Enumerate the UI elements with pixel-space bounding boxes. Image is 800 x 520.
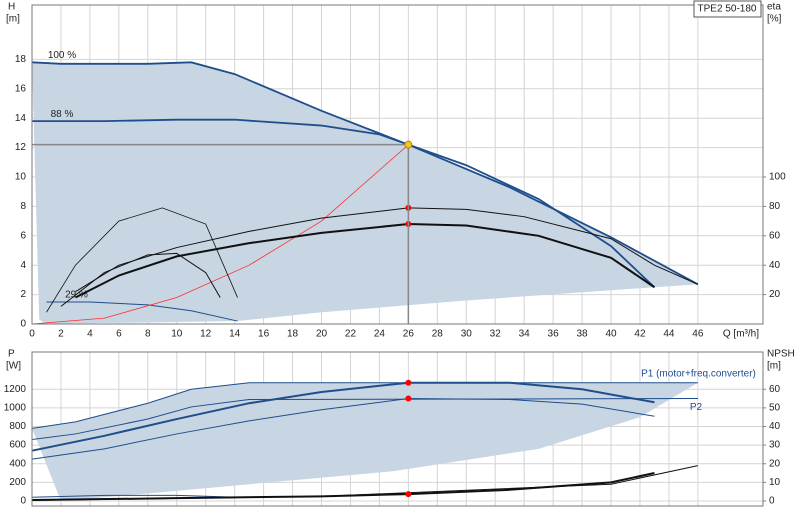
curve-label: 100 % [48, 50, 76, 61]
curve-label: 88 % [51, 109, 74, 120]
y2-tick-label: 50 [769, 403, 781, 414]
y-tick-label: 800 [9, 421, 26, 432]
curve [31, 61, 699, 286]
curve [60, 252, 221, 307]
y-tick-label: 6 [20, 230, 26, 241]
y-axis-unit: [W] [6, 361, 21, 372]
point-marker [405, 379, 412, 386]
title-box [693, 0, 762, 18]
x-tick-label: 20 [316, 329, 328, 340]
y-axis-unit: [m] [6, 14, 20, 25]
y-tick-label: 600 [9, 440, 26, 451]
curve [31, 381, 655, 452]
y2-axis-unit: [m] [767, 361, 781, 372]
x-tick-label: 24 [374, 329, 386, 340]
x-tick-label: 18 [287, 329, 299, 340]
x-tick-label: 10 [171, 329, 183, 340]
y-axis-label: H [8, 2, 15, 13]
point-marker [405, 395, 412, 402]
x-tick-label: 40 [605, 329, 617, 340]
y2-axis-label: NPSH [767, 349, 795, 360]
y-tick-label: 8 [20, 201, 26, 212]
plot-frame [31, 4, 764, 325]
curve-label: P1 (motor+freq.converter) [641, 368, 756, 379]
x-tick-label: 42 [634, 329, 646, 340]
y2-tick-label: 60 [769, 230, 781, 241]
operating-area [32, 382, 698, 501]
point-marker [405, 491, 412, 498]
x-tick-label: 8 [145, 329, 151, 340]
y2-axis-label: eta [767, 2, 781, 13]
curve [31, 465, 698, 501]
curve [31, 398, 698, 441]
x-tick-label: 36 [548, 329, 560, 340]
x-tick-label: 32 [490, 329, 502, 340]
x-tick-label: 22 [345, 329, 357, 340]
x-tick-label: 44 [663, 329, 675, 340]
x-tick-label: 28 [432, 329, 444, 340]
x-tick-label: 14 [229, 329, 241, 340]
y-tick-label: 1000 [4, 403, 27, 414]
y-tick-label: 0 [20, 496, 26, 507]
y2-axis-unit: [%] [767, 14, 782, 25]
operating-area [32, 62, 698, 325]
x-tick-label: 26 [403, 329, 415, 340]
plots: 0 2 4 6 8 10 12 14 16 18 20 22 24 26 28 30 32 34 36 38 40 42 4… [4, 2, 795, 507]
y2-tick-label: 20 [769, 458, 781, 469]
x-tick-label: 38 [576, 329, 588, 340]
x-tick-label: 0 [29, 329, 35, 340]
x-tick-label: 34 [519, 329, 531, 340]
curve [31, 398, 655, 460]
curve-label: 29 % [65, 290, 88, 301]
y2-tick-label: 100 [769, 172, 786, 183]
y2-tick-label: 0 [769, 496, 775, 507]
y2-tick-label: 30 [769, 440, 781, 451]
y-tick-label: 16 [15, 83, 27, 94]
curve [46, 301, 238, 322]
x-tick-label: 16 [258, 329, 270, 340]
plot-frame [31, 351, 764, 507]
curve [32, 118, 656, 288]
x-tick-label: 6 [116, 329, 122, 340]
y-tick-label: 12 [15, 142, 27, 153]
curve [31, 144, 409, 325]
x-tick-label: 46 [692, 329, 704, 340]
y2-tick-label: 60 [769, 384, 781, 395]
curve-label: P2 [690, 402, 703, 413]
chart-title: TPE2 50-180 [698, 4, 757, 15]
curve [31, 494, 238, 498]
curve [46, 207, 238, 313]
y2-tick-label: 40 [769, 260, 781, 271]
y-tick-label: 18 [15, 54, 27, 65]
y-tick-label: 0 [20, 319, 26, 330]
duty-point [404, 140, 413, 149]
y-tick-label: 2 [20, 289, 26, 300]
y2-tick-label: 20 [769, 289, 781, 300]
curve [74, 223, 655, 299]
y-tick-label: 10 [15, 172, 27, 183]
y-tick-label: 200 [9, 477, 26, 488]
y-tick-label: 14 [15, 113, 27, 124]
x-axis-label: Q [m³/h] [723, 329, 759, 340]
x-tick-label: 12 [200, 329, 212, 340]
y-axis-label: P [8, 349, 15, 360]
y2-tick-label: 80 [769, 201, 781, 212]
y2-tick-label: 10 [769, 477, 781, 488]
y-tick-label: 400 [9, 458, 26, 469]
y2-tick-label: 40 [769, 421, 781, 432]
y-tick-label: 4 [20, 260, 26, 271]
x-tick-label: 30 [461, 329, 473, 340]
x-tick-label: 2 [58, 329, 64, 340]
x-tick-label: 4 [87, 329, 93, 340]
curve [31, 382, 698, 429]
y-tick-label: 1200 [4, 384, 27, 395]
